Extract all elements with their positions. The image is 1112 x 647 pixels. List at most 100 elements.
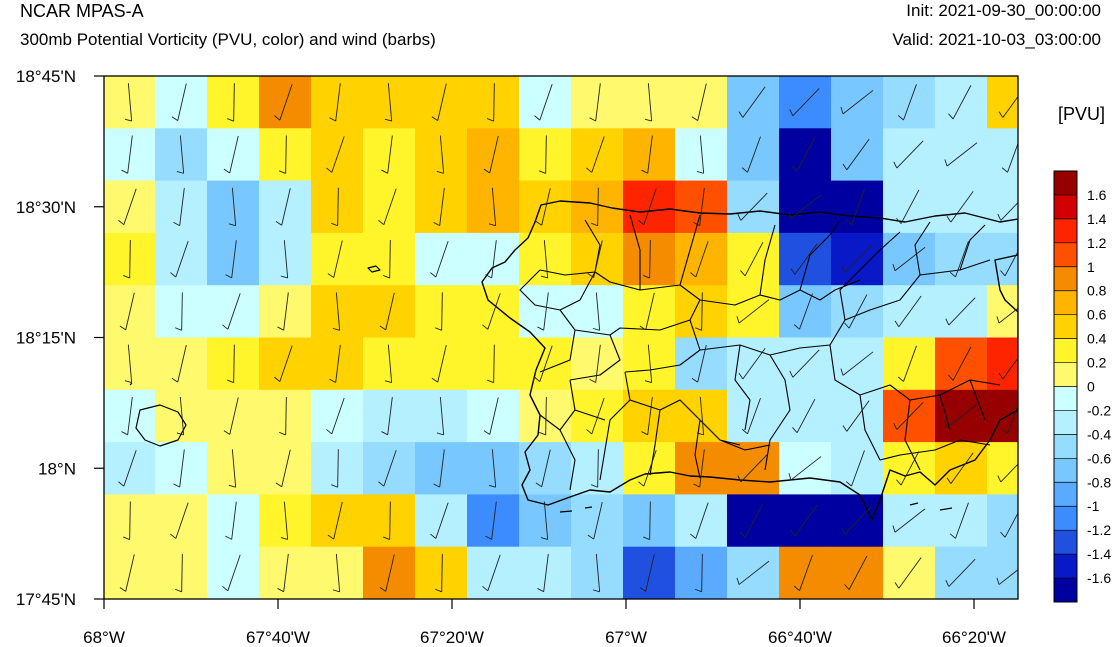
pv-cell — [519, 180, 572, 234]
colorbar-label: -0.6 — [1087, 450, 1111, 466]
wind-barb — [118, 450, 137, 487]
wind-barb — [844, 555, 868, 590]
wind-barb — [329, 606, 340, 644]
pv-cell — [104, 337, 156, 391]
wind-barb — [696, 396, 705, 436]
wind-barb — [173, 187, 185, 227]
wind-barb — [1000, 512, 1018, 538]
wind-barb — [893, 140, 924, 169]
pv-cell — [623, 128, 676, 182]
colorbar-label: -1.4 — [1087, 546, 1111, 562]
wind-barb — [225, 240, 237, 279]
wind-barb — [436, 135, 445, 174]
wind-barb — [274, 84, 293, 121]
wind-barb — [482, 554, 501, 592]
pv-cell — [311, 546, 364, 599]
pv-cell — [104, 285, 156, 338]
pv-cell — [415, 180, 468, 234]
pv-cell — [415, 337, 468, 391]
wind-barb — [944, 142, 978, 167]
wind-barb — [738, 348, 766, 380]
wind-barb — [176, 135, 185, 174]
wind-barb — [384, 83, 393, 122]
wind-barb — [331, 187, 339, 227]
colorbar-label: 0 — [1087, 379, 1095, 395]
colorbar-label: -0.2 — [1087, 402, 1111, 418]
mona-island — [135, 404, 187, 447]
colorbar-label: -1.6 — [1087, 570, 1111, 586]
wind-barb — [485, 240, 497, 279]
colorbar-swatch — [1054, 482, 1077, 507]
colorbar-swatch — [1054, 386, 1077, 411]
wind-barb — [736, 299, 770, 324]
colorbar-label: -0.8 — [1087, 474, 1111, 490]
pv-heatmap — [104, 76, 1018, 647]
wind-barb — [641, 135, 653, 174]
wind-barb — [539, 396, 547, 436]
wind-barb — [222, 293, 241, 330]
pv-cell — [831, 599, 884, 647]
pv-cell — [259, 337, 312, 391]
pv-cell — [779, 389, 832, 443]
pv-cell — [155, 442, 208, 495]
pv-cell — [104, 442, 156, 495]
wind-barb — [793, 554, 813, 592]
pv-cell — [311, 389, 364, 443]
pv-cell — [363, 76, 416, 129]
wind-barb — [696, 135, 705, 174]
wind-barb — [279, 396, 287, 436]
wind-barb — [586, 136, 605, 173]
pv-cell — [207, 128, 260, 182]
desecheo-island — [367, 265, 381, 273]
wind-barb — [741, 136, 761, 173]
pv-cell — [675, 599, 728, 647]
pv-cell — [363, 128, 416, 182]
wind-barb — [894, 295, 922, 327]
pv-cell — [987, 494, 1018, 548]
colorbar-swatch — [1054, 554, 1077, 579]
wind-barb — [279, 135, 287, 174]
wind-barb — [998, 357, 1018, 380]
wind-barb — [892, 508, 926, 533]
wind-barb — [643, 501, 651, 540]
wind-barb — [896, 189, 920, 224]
wind-barb — [275, 449, 291, 488]
wind-barb — [897, 84, 917, 121]
pv-cell — [623, 546, 676, 599]
pv-cell — [259, 494, 312, 548]
wind-barb — [740, 503, 764, 538]
wind-barb — [121, 397, 133, 436]
wind-barb — [227, 606, 234, 644]
wind-barb — [378, 450, 397, 487]
wind-barb — [842, 400, 870, 432]
wind-barb — [587, 240, 603, 278]
pv-cell — [935, 76, 988, 129]
init-time: Init: 2021-09-30_00:00:00 — [906, 1, 1101, 20]
pv-cell — [207, 546, 260, 599]
wind-barb — [381, 397, 393, 436]
pv-cell — [467, 546, 520, 599]
pv-cell — [259, 232, 312, 286]
pv-cell — [935, 442, 988, 495]
municipal-borders — [519, 214, 1001, 491]
pv-cell — [623, 76, 676, 129]
wind-barb — [997, 463, 1018, 483]
wind-barb — [845, 450, 865, 487]
wind-barb — [896, 451, 920, 486]
pv-cell — [623, 337, 676, 391]
wind-barb — [280, 501, 289, 540]
wind-barb — [589, 344, 601, 383]
colorbar-label: -0.4 — [1087, 426, 1111, 442]
wind-barb — [792, 137, 816, 172]
wind-barb — [691, 345, 707, 383]
wind-barb — [589, 83, 601, 122]
wind-barb — [737, 192, 768, 221]
pv-cell — [363, 389, 416, 443]
plot-subtitle: 300mb Potential Vorticity (PVU, color) a… — [20, 30, 436, 49]
wind-barb — [840, 90, 874, 115]
wind-barb — [121, 135, 133, 174]
x-tick-label: 67°20'W — [420, 628, 484, 647]
pv-cell — [987, 337, 1018, 391]
pv-cell — [675, 494, 728, 548]
colorbar-swatch — [1054, 194, 1077, 220]
